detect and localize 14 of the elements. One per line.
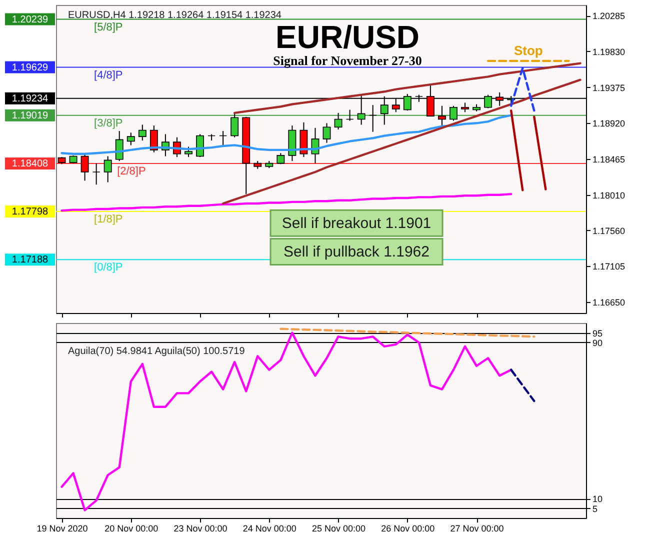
x-tick-label: 23 Nov 00:00 — [174, 524, 228, 534]
annotation: Aguila(70) 54.9841 Aguila(50) 100.5719 — [68, 346, 246, 357]
y-tick-label: 10 — [592, 494, 603, 504]
line-series — [60, 332, 512, 512]
y-tick-label: 5 — [592, 504, 598, 514]
y-tick-label: 90 — [592, 338, 603, 348]
y-tick-label: 95 — [592, 328, 603, 338]
x-tick-label: 19 Nov 2020 — [36, 524, 88, 534]
x-tick-label: 20 Nov 00:00 — [104, 524, 158, 534]
x-tick-label: 27 Nov 00:00 — [450, 524, 504, 534]
line-series — [280, 328, 536, 338]
x-tick-label: 26 Nov 00:00 — [381, 524, 435, 534]
x-tick-label: 24 Nov 00:00 — [242, 524, 296, 534]
x-tick-label: 25 Nov 00:00 — [312, 524, 366, 534]
